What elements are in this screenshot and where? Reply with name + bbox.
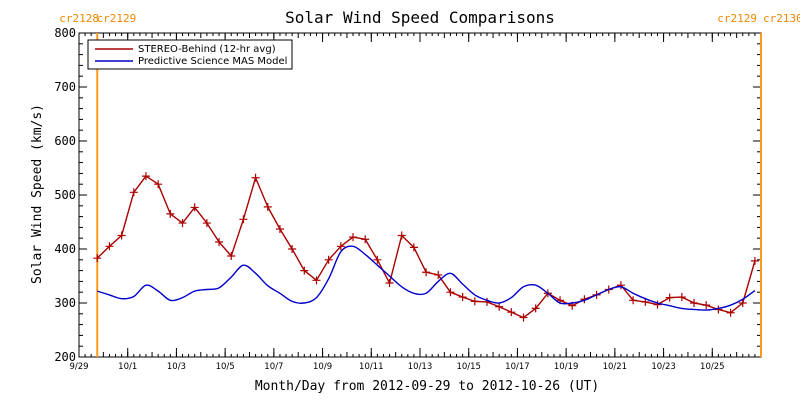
y-tick-label: 700	[54, 80, 76, 94]
data-point	[458, 293, 467, 302]
data-point	[422, 268, 431, 277]
data-point	[251, 173, 260, 182]
data-point	[349, 233, 358, 242]
x-tick-label: 10/1	[118, 362, 137, 372]
carrington-label-right: cr2129	[97, 12, 137, 25]
plot-area	[78, 32, 762, 358]
data-point	[690, 299, 699, 307]
y-axis: 200 300 400 500 600 700 800	[54, 26, 761, 364]
data-point	[495, 302, 504, 311]
series-line-model	[97, 245, 756, 311]
data-point	[141, 172, 150, 181]
data-point	[300, 266, 309, 275]
data-point	[288, 245, 297, 253]
data-point	[470, 297, 479, 306]
series-line-stereo	[96, 175, 756, 319]
data-point	[202, 219, 211, 228]
y-tick-label: 200	[54, 350, 76, 364]
chart-title: Solar Wind Speed Comparisons	[285, 8, 555, 27]
y-tick-label: 400	[54, 242, 76, 256]
y-tick-label: 600	[54, 134, 76, 148]
y-tick-label: 300	[54, 296, 76, 310]
legend-label-model: Predictive Science MAS Model	[138, 56, 287, 67]
carrington-label-left: cr2129	[717, 12, 757, 25]
data-point	[312, 276, 321, 285]
y-tick-label: 500	[54, 188, 76, 202]
data-point	[531, 304, 540, 313]
x-tick-label: 10/7	[264, 362, 283, 372]
series-layer	[93, 172, 759, 322]
data-point	[409, 243, 418, 252]
data-point	[629, 296, 638, 305]
x-axis-label: Month/Day from 2012-09-29 to 2012-10-26 …	[255, 379, 599, 394]
data-point	[275, 225, 284, 234]
x-tick-label: 10/19	[554, 362, 579, 372]
x-tick-label: 10/15	[456, 362, 481, 372]
data-point	[750, 256, 759, 265]
x-tick-label: 10/25	[700, 362, 725, 372]
data-point	[154, 180, 163, 189]
data-point	[702, 301, 711, 310]
data-point	[446, 288, 455, 297]
data-point	[507, 308, 516, 317]
data-point	[324, 255, 333, 264]
data-point	[190, 203, 199, 212]
carrington-label-left: cr2128	[59, 12, 99, 25]
x-tick-label: 10/13	[408, 362, 433, 372]
data-point	[215, 237, 224, 246]
x-tick-label: 9/29	[69, 362, 88, 372]
data-point	[385, 279, 394, 288]
x-tick-label: 10/21	[603, 362, 628, 372]
plot-frame	[78, 32, 762, 358]
x-tick-label: 10/3	[167, 362, 186, 372]
data-point	[336, 242, 345, 251]
data-point	[616, 281, 625, 290]
y-tick-label: 800	[54, 26, 76, 40]
legend: STEREO-Behind (12-hr avg) Predictive Sci…	[87, 39, 293, 70]
data-point	[653, 300, 662, 309]
data-point	[397, 231, 406, 240]
legend-box	[87, 39, 293, 70]
data-point	[677, 293, 686, 302]
x-tick-label: 10/17	[505, 362, 530, 372]
data-point	[738, 299, 747, 307]
data-point	[726, 308, 735, 317]
legend-label-stereo: STEREO-Behind (12-hr avg)	[138, 44, 276, 55]
data-point	[373, 255, 382, 264]
data-point	[166, 209, 175, 218]
carrington-label-right: cr2130	[763, 12, 800, 25]
data-point	[117, 231, 126, 240]
data-point	[434, 270, 443, 279]
data-point	[105, 242, 114, 251]
x-tick-label: 10/5	[216, 362, 235, 372]
data-point	[129, 188, 138, 197]
data-point	[361, 235, 370, 244]
data-point	[239, 215, 248, 224]
x-tick-label: 10/11	[359, 362, 384, 372]
data-point	[519, 313, 528, 322]
y-axis-label: Solar Wind Speed (km/s)	[30, 104, 45, 284]
data-point	[227, 252, 236, 261]
data-point	[263, 202, 272, 211]
data-point	[93, 254, 102, 263]
x-tick-label: 10/23	[651, 362, 676, 372]
data-point	[178, 219, 187, 228]
data-point	[665, 293, 674, 302]
x-tick-label: 10/9	[313, 362, 332, 372]
x-axis: 9/29 10/1 10/3 10/5 10/7 10/9 10/11 10/13 10/15 1…	[69, 33, 762, 372]
